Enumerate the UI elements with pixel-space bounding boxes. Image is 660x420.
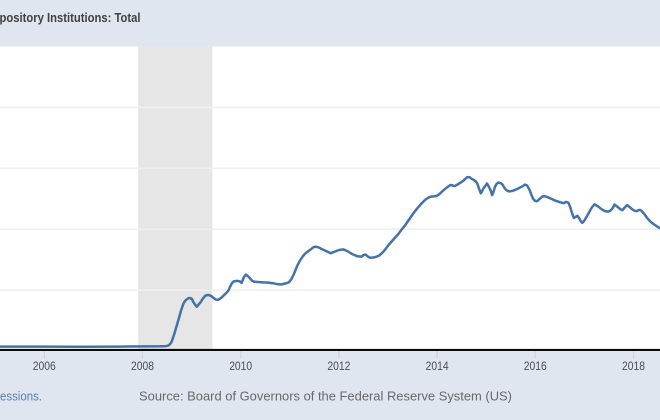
svg-text:2010: 2010 [229, 361, 252, 373]
svg-text:pository Institutions: Total: pository Institutions: Total [0, 10, 141, 25]
svg-text:essions.: essions. [0, 389, 42, 404]
svg-text:2014: 2014 [426, 361, 450, 373]
svg-text:2012: 2012 [327, 361, 350, 373]
svg-text:2016: 2016 [524, 361, 547, 373]
svg-text:2006: 2006 [33, 361, 56, 373]
svg-text:2008: 2008 [131, 361, 154, 373]
svg-text:2018: 2018 [622, 361, 645, 373]
svg-text:Source: Board of Governors of: Source: Board of Governors of the Federa… [139, 389, 512, 404]
